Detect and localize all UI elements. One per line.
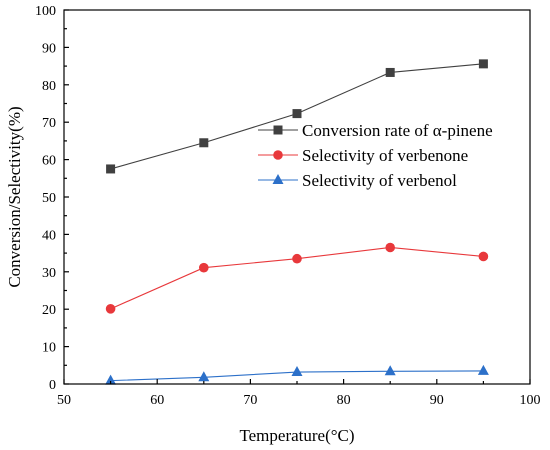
- data-point-series-1: [292, 253, 302, 264]
- y-tick-label: 40: [42, 228, 56, 243]
- data-point-series-2: [198, 371, 210, 382]
- y-tick-label: 100: [35, 4, 56, 19]
- x-axis-title: Temperature(°C): [239, 426, 354, 445]
- series-markers: [105, 59, 489, 385]
- y-tick-label: 10: [42, 341, 56, 356]
- y-axis-title: Conversion/Selectivity(%): [5, 106, 24, 287]
- legend-marker-2: [272, 174, 284, 184]
- data-point-series-2: [291, 366, 303, 377]
- data-point-series-0: [199, 138, 209, 148]
- x-tick-label: 50: [57, 393, 71, 408]
- data-point-series-1: [199, 262, 209, 273]
- x-tick-label: 70: [243, 393, 257, 408]
- data-point-series-2: [477, 364, 489, 375]
- data-point-series-1: [105, 304, 116, 314]
- axis-ticks: 50 60 70 80 90 100 0 10 20 30 40 50 60 70 80 90 100: [35, 4, 541, 408]
- legend: Conversion rate of α-pinene Selectivity o…: [258, 121, 493, 190]
- legend-label-1: Selectivity of verbenone: [302, 146, 468, 165]
- data-point-series-0: [292, 109, 302, 119]
- y-tick-label: 0: [49, 378, 56, 393]
- data-point-series-0: [385, 67, 395, 77]
- legend-label-0: Conversion rate of α-pinene: [302, 121, 493, 140]
- data-point-series-1: [478, 251, 489, 262]
- legend-marker-0: [273, 125, 283, 135]
- y-tick-label: 70: [42, 116, 56, 131]
- legend-label-2: Selectivity of verbenol: [302, 171, 457, 190]
- y-tick-label: 90: [42, 41, 56, 56]
- x-tick-label: 90: [430, 393, 444, 408]
- x-tick-label: 80: [337, 393, 351, 408]
- y-tick-label: 20: [42, 303, 56, 318]
- y-tick-label: 80: [42, 79, 56, 94]
- legend-marker-1: [273, 150, 283, 160]
- y-tick-label: 60: [42, 154, 56, 169]
- y-tick-label: 50: [42, 191, 56, 206]
- x-tick-label: 100: [520, 393, 541, 408]
- x-tick-label: 60: [150, 393, 164, 408]
- data-point-series-2: [384, 365, 396, 376]
- y-tick-label: 30: [42, 266, 56, 281]
- data-point-series-2: [105, 374, 117, 385]
- data-point-series-0: [478, 59, 488, 69]
- data-point-series-1: [385, 242, 396, 253]
- data-point-series-0: [106, 164, 116, 174]
